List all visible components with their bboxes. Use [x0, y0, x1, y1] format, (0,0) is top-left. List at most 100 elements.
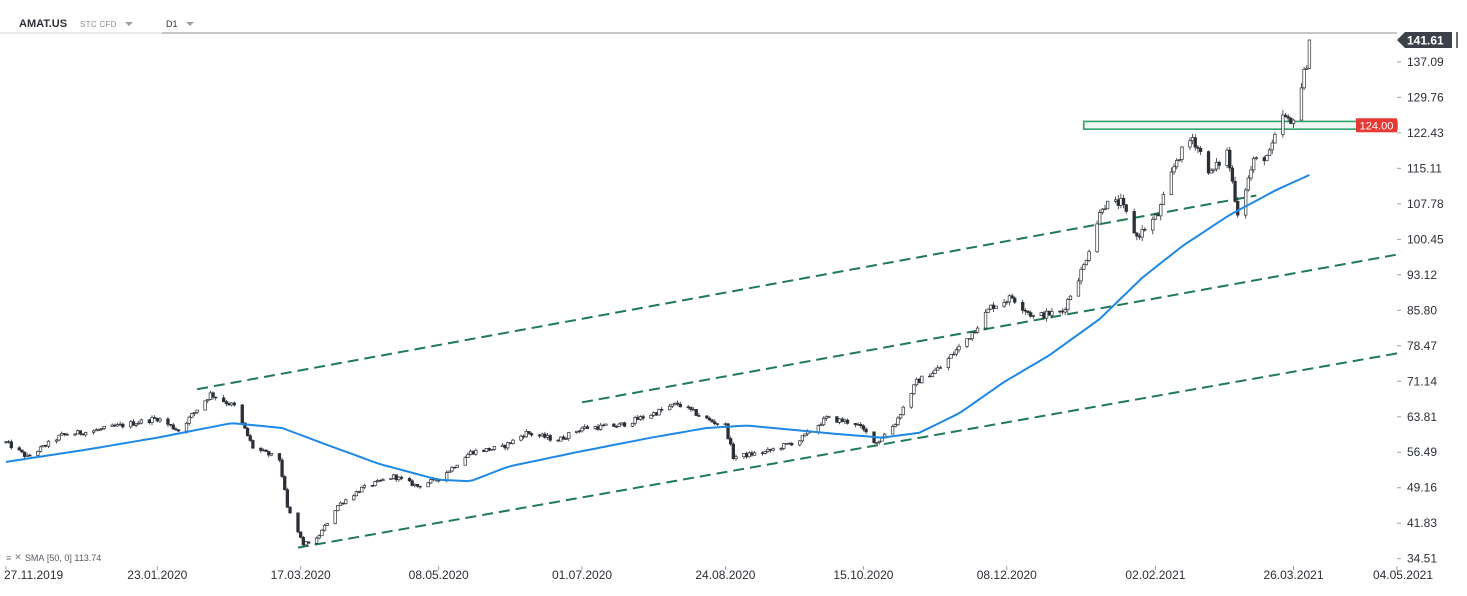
candle — [649, 413, 653, 419]
candle — [537, 433, 542, 439]
candle-body — [928, 375, 932, 378]
candle-body — [1217, 161, 1221, 166]
candle — [957, 343, 961, 353]
candle-body — [545, 435, 550, 438]
candle — [375, 478, 380, 483]
candle — [856, 422, 860, 426]
candle — [176, 429, 181, 432]
candle — [399, 475, 404, 481]
candle-body — [336, 505, 340, 512]
symbol-label[interactable]: AMAT.US — [19, 18, 68, 30]
candle — [1076, 277, 1081, 297]
candle — [466, 452, 470, 459]
candle — [529, 432, 534, 438]
candle-body — [500, 444, 505, 447]
candle — [641, 414, 645, 421]
candle-body — [1005, 301, 1009, 304]
candle — [1281, 110, 1285, 138]
candle — [474, 448, 478, 456]
candle-body — [875, 442, 879, 444]
candle — [1113, 196, 1118, 204]
close-icon[interactable]: ✕ — [14, 552, 22, 562]
candle — [527, 431, 531, 435]
candle — [1286, 114, 1290, 122]
candle-body — [322, 525, 327, 531]
candle-body — [614, 426, 619, 428]
candle — [583, 424, 587, 431]
candle — [843, 418, 847, 425]
candle-body — [1249, 169, 1253, 179]
candle — [171, 423, 175, 431]
candle — [837, 418, 842, 425]
candle — [232, 401, 236, 407]
candle-body — [734, 456, 738, 459]
candle — [596, 423, 600, 431]
candle — [994, 305, 998, 309]
candle — [391, 473, 396, 480]
candle-body — [1209, 170, 1213, 174]
candle-body — [901, 406, 905, 416]
candle-body — [893, 424, 897, 427]
candle-body — [697, 415, 701, 417]
candle — [784, 443, 789, 445]
candle-body — [9, 441, 13, 449]
candle-body — [556, 439, 560, 442]
candle — [503, 444, 507, 451]
candle — [269, 453, 274, 457]
candle-body — [304, 541, 308, 546]
candle — [190, 412, 194, 419]
candle-body — [744, 452, 749, 458]
candle-body — [158, 418, 162, 422]
candle — [484, 448, 489, 453]
candle — [325, 523, 329, 526]
candle-body — [317, 535, 321, 539]
candle — [102, 425, 106, 430]
candle — [60, 431, 64, 436]
candle — [137, 420, 141, 425]
candle — [604, 423, 608, 426]
candle-body — [296, 512, 300, 533]
candle — [545, 432, 550, 440]
candle-body — [168, 424, 173, 426]
chevron-down-icon[interactable] — [185, 22, 194, 26]
candle-body — [1161, 194, 1166, 205]
candle — [147, 418, 151, 425]
candle-body — [540, 433, 544, 437]
candle — [1029, 310, 1033, 318]
indicator-value: 113.74 — [74, 552, 102, 563]
candle — [121, 422, 125, 429]
candle-body — [134, 423, 138, 426]
candle — [195, 409, 199, 415]
candle — [20, 449, 24, 454]
candle — [970, 331, 974, 342]
candle-body — [484, 448, 489, 452]
candle-body — [896, 417, 900, 425]
candle-body — [211, 392, 215, 398]
y-tick-label: 41.83 — [1407, 516, 1437, 530]
candle-body — [1010, 295, 1014, 299]
candle-body — [41, 445, 45, 448]
candle — [224, 399, 228, 407]
instrument-type-selector[interactable]: STC CFD — [80, 13, 133, 35]
candle — [378, 479, 382, 482]
x-tick-label: 23.01.2020 — [127, 568, 187, 582]
candle — [750, 450, 754, 457]
candle-body — [912, 384, 916, 394]
candle — [1299, 82, 1304, 121]
menu-icon[interactable]: ≡ — [6, 552, 12, 563]
candle — [1212, 168, 1216, 174]
chevron-down-icon[interactable] — [124, 22, 133, 26]
candle-body — [306, 541, 311, 544]
candle — [835, 416, 839, 423]
candle-body — [251, 440, 255, 449]
timeframe-selector[interactable]: D1 — [166, 13, 194, 35]
candle-body — [341, 502, 345, 505]
candle — [675, 400, 680, 407]
x-tick-label: 26.03.2021 — [1263, 568, 1323, 582]
candle — [715, 423, 720, 426]
candle-body — [989, 304, 993, 310]
candle — [1225, 147, 1229, 169]
candle-body — [843, 419, 847, 423]
